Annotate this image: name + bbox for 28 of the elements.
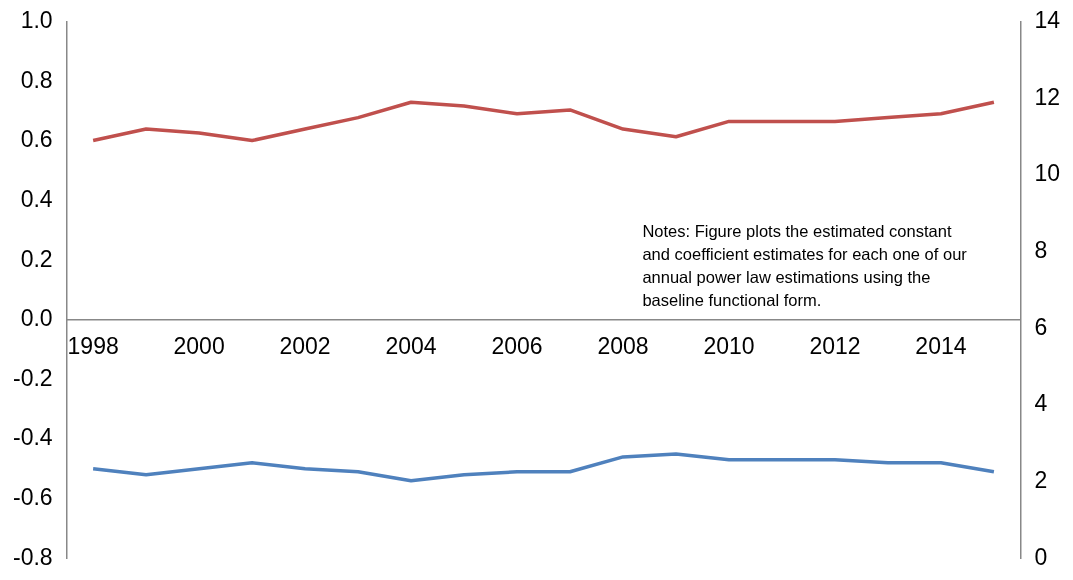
y-tick-label: -0.2 [12,364,53,391]
x-tick-label: 2006 [491,332,543,359]
y2-tick-label: 0 [1034,543,1048,570]
x-tick-label: 2002 [279,332,331,359]
y2-tick-label: 8 [1034,237,1048,264]
y-tick-label: -0.4 [12,424,53,451]
y2-tick-label: 6 [1034,313,1048,340]
annotation: Notes: Figure plots the estimated constant and coefficient estimates for each one of our annual power law estimations using the baseline functional form. [642,221,968,309]
y-tick-label: 0.2 [20,245,53,272]
x-tick-label: 1998 [67,332,119,359]
y-tick-label: 1.0 [20,7,53,34]
y2-tick-label: 14 [1034,7,1061,34]
y2-tick-label: 12 [1034,83,1061,110]
x-tick-label: 2004 [385,332,437,359]
y-tick-label: 0.6 [20,126,53,153]
x-tick-label: 2014 [915,332,967,359]
y-tick-label: 0.0 [20,305,53,332]
x-tick-label: 2012 [809,332,861,359]
x-tick-label: 2008 [597,332,649,359]
y2-tick-label: 4 [1034,390,1048,417]
y-tick-label: 0.8 [20,66,53,93]
x-tick-label: 2000 [173,332,225,359]
y-tick-label: 0.4 [20,185,53,212]
y-tick-label: -0.8 [12,543,53,570]
x-tick-label: 2010 [703,332,755,359]
y2-tick-label: 2 [1034,466,1048,493]
y-tick-label: -0.6 [12,483,53,510]
y2-tick-label: 10 [1034,160,1061,187]
